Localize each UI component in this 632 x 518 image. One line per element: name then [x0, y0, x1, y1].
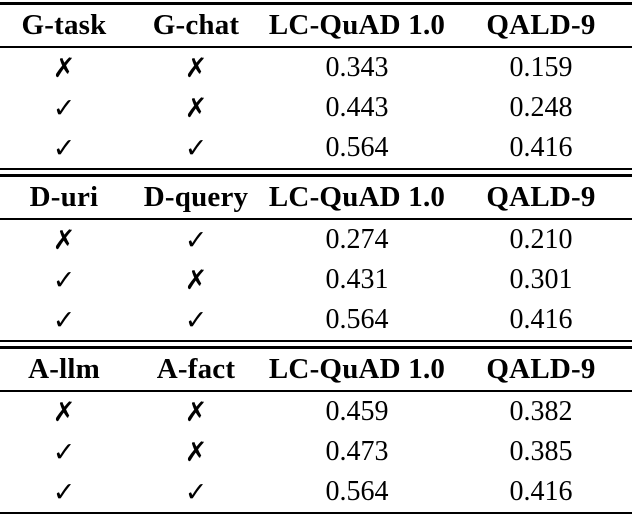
- header-cell-lcquad: LC-QuAD 1.0: [268, 181, 446, 213]
- cross-icon: ✗: [184, 52, 208, 84]
- metric-value-qald9: 0.416: [509, 304, 573, 335]
- check-icon: ✓: [52, 436, 76, 468]
- header-cell-qald9: QALD-9: [486, 353, 596, 385]
- header-cell-lcquad: LC-QuAD 1.0: [268, 9, 446, 41]
- header-cell-g-task: G-task: [21, 9, 107, 41]
- metric-value-qald9: 0.159: [509, 52, 573, 83]
- table-row: ✗ ✗ 0.459 0.382: [0, 392, 632, 432]
- metric-value-lcquad: 0.564: [325, 476, 389, 507]
- metric-value-qald9: 0.301: [509, 264, 573, 295]
- check-icon: ✓: [52, 92, 76, 124]
- check-icon: ✓: [52, 132, 76, 164]
- metric-value-qald9: 0.210: [509, 224, 573, 255]
- metric-value-lcquad: 0.431: [325, 264, 389, 295]
- metric-value-qald9: 0.382: [509, 396, 573, 427]
- header-cell-g-chat: G-chat: [152, 9, 240, 41]
- check-icon: ✓: [52, 304, 76, 336]
- table-row: ✓ ✗ 0.443 0.248: [0, 88, 632, 128]
- cross-icon: ✗: [184, 436, 208, 468]
- table-header-row: A-llm A-fact LC-QuAD 1.0 QALD-9: [0, 349, 632, 390]
- table-section-answer: A-llm A-fact LC-QuAD 1.0 QALD-9 ✗ ✗ 0.45…: [0, 346, 632, 514]
- header-cell-qald9: QALD-9: [486, 181, 596, 213]
- metric-value-lcquad: 0.564: [325, 132, 389, 163]
- check-icon: ✓: [184, 476, 208, 508]
- check-icon: ✓: [52, 476, 76, 508]
- header-cell-d-query: D-query: [143, 181, 249, 213]
- table-section-disambiguation: D-uri D-query LC-QuAD 1.0 QALD-9 ✗ ✓ 0.2…: [0, 174, 632, 342]
- header-cell-a-fact: A-fact: [156, 353, 236, 385]
- top-rule: [0, 346, 632, 349]
- cross-icon: ✗: [52, 52, 76, 84]
- metric-value-qald9: 0.416: [509, 476, 573, 507]
- metric-value-lcquad: 0.274: [325, 224, 389, 255]
- metric-value-qald9: 0.385: [509, 436, 573, 467]
- table-row: ✗ ✓ 0.274 0.210: [0, 220, 632, 260]
- table-row: ✗ ✗ 0.343 0.159: [0, 48, 632, 88]
- table-header-row: G-task G-chat LC-QuAD 1.0 QALD-9: [0, 5, 632, 46]
- header-cell-qald9: QALD-9: [486, 9, 596, 41]
- metric-value-lcquad: 0.473: [325, 436, 389, 467]
- header-cell-lcquad: LC-QuAD 1.0: [268, 353, 446, 385]
- metric-value-lcquad: 0.459: [325, 396, 389, 427]
- cross-icon: ✗: [52, 224, 76, 256]
- table-row: ✓ ✓ 0.564 0.416: [0, 128, 632, 168]
- section-bottom-rule: [0, 340, 632, 342]
- cross-icon: ✗: [184, 396, 208, 428]
- cross-icon: ✗: [184, 264, 208, 296]
- midrule: [0, 46, 632, 48]
- midrule: [0, 218, 632, 220]
- check-icon: ✓: [184, 304, 208, 336]
- midrule: [0, 390, 632, 392]
- table-row: ✓ ✗ 0.473 0.385: [0, 432, 632, 472]
- section-bottom-rule: [0, 168, 632, 170]
- metric-value-lcquad: 0.443: [325, 92, 389, 123]
- metric-value-qald9: 0.416: [509, 132, 573, 163]
- cross-icon: ✗: [52, 396, 76, 428]
- table-header-row: D-uri D-query LC-QuAD 1.0 QALD-9: [0, 177, 632, 218]
- header-cell-a-llm: A-llm: [28, 353, 100, 385]
- check-icon: ✓: [184, 132, 208, 164]
- table-row: ✓ ✗ 0.431 0.301: [0, 260, 632, 300]
- check-icon: ✓: [184, 224, 208, 256]
- metric-value-qald9: 0.248: [509, 92, 573, 123]
- check-icon: ✓: [52, 264, 76, 296]
- metric-value-lcquad: 0.564: [325, 304, 389, 335]
- table-row: ✓ ✓ 0.564 0.416: [0, 300, 632, 340]
- table-section-generation: G-task G-chat LC-QuAD 1.0 QALD-9 ✗ ✗ 0.3…: [0, 2, 632, 170]
- top-rule: [0, 2, 632, 5]
- metric-value-lcquad: 0.343: [325, 52, 389, 83]
- table-row: ✓ ✓ 0.564 0.416: [0, 472, 632, 512]
- cross-icon: ✗: [184, 92, 208, 124]
- header-cell-d-uri: D-uri: [29, 181, 99, 213]
- top-rule: [0, 174, 632, 177]
- bottom-rule: [0, 512, 632, 514]
